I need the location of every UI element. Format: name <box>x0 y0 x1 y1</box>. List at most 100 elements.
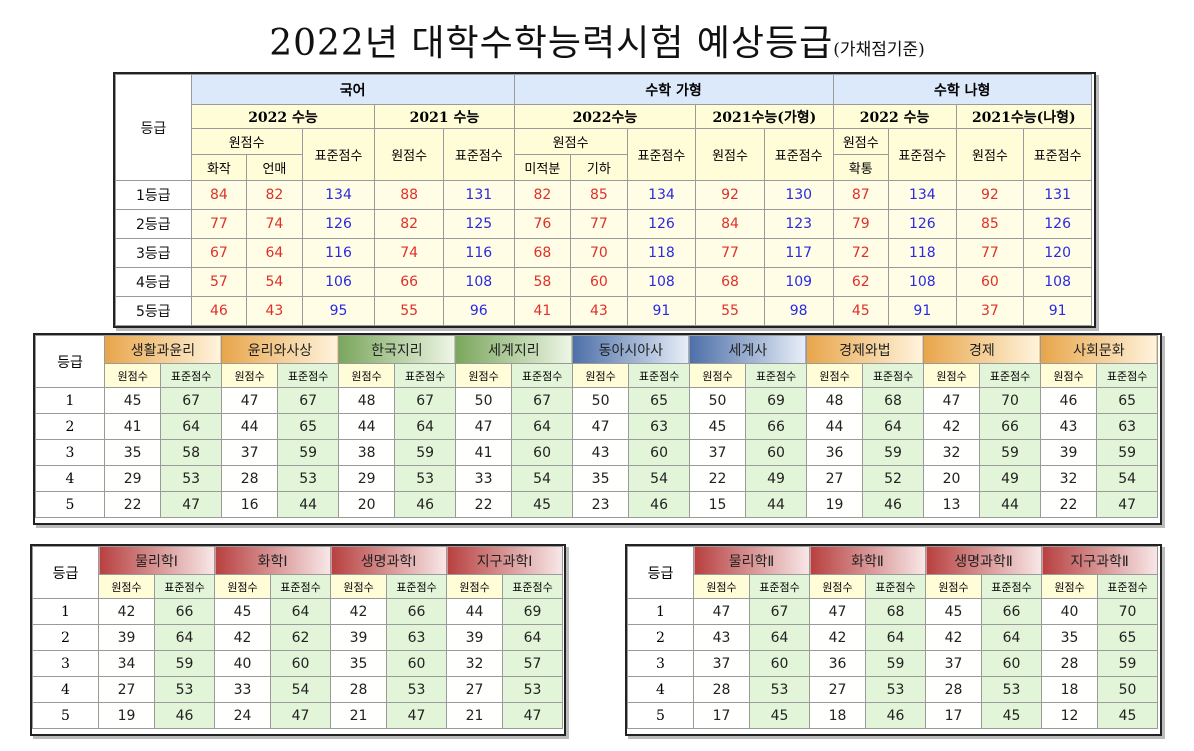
page-title: 2022년 대학수학능력시험 예상등급(가채점기준) <box>0 14 1194 66</box>
score-cell: 92 <box>955 180 1025 210</box>
table-row: 3 34 59 40 60 35 60 32 57 <box>32 650 564 677</box>
grade-label: 5등급 <box>115 296 192 326</box>
score-cell: 68 <box>862 387 924 414</box>
score-cell: 35 <box>1041 624 1099 651</box>
math-opt-calculus: 미적분 <box>513 154 572 181</box>
score-cell: 130 <box>763 180 834 210</box>
score-cell: 72 <box>832 238 890 268</box>
score-cell: 96 <box>442 296 515 326</box>
score-cell: 47 <box>386 702 448 729</box>
score-cell: 76 <box>513 209 572 239</box>
score-cell: 47 <box>160 491 222 518</box>
score-cell: 59 <box>862 439 924 466</box>
score-cell: 126 <box>888 209 957 239</box>
score-cell: 28 <box>925 676 982 703</box>
raw-score-header: 원점수 <box>454 363 513 388</box>
mathb-raw-header: 원점수 <box>832 128 890 155</box>
score-cell: 20 <box>337 491 396 518</box>
top-table-frame <box>113 72 1096 328</box>
subject-header: 경제와법 <box>805 335 924 364</box>
group-math-b: 수학 나형 <box>832 74 1093 105</box>
score-cell: 45 <box>511 491 573 518</box>
table-row: 4 29 53 28 53 29 53 33 54 35 54 22 49 27 52 20 49 32 54 <box>35 465 1158 492</box>
score-cell: 18 <box>1041 676 1099 703</box>
score-cell: 77 <box>190 209 248 239</box>
score-cell: 64 <box>394 413 456 440</box>
score-cell: 35 <box>571 465 630 492</box>
grade-label: 1 <box>627 598 694 625</box>
std-score-header: 표준점수 <box>394 363 456 388</box>
score-cell: 22 <box>1039 491 1098 518</box>
social-table-frame <box>33 333 1162 525</box>
score-cell: 88 <box>374 180 444 210</box>
std-score-header: 표준점수 <box>502 574 564 599</box>
group-math-a: 수학 가형 <box>513 74 834 105</box>
score-cell: 109 <box>763 267 834 297</box>
raw-score-header: 원점수 <box>571 363 630 388</box>
score-cell: 87 <box>832 180 890 210</box>
score-cell: 46 <box>394 491 456 518</box>
score-cell: 49 <box>979 465 1041 492</box>
grade-label: 3 <box>627 650 694 677</box>
score-cell: 58 <box>513 267 572 297</box>
score-cell: 131 <box>442 180 515 210</box>
score-cell: 32 <box>1039 465 1098 492</box>
std-score-header: 표준점수 <box>160 363 222 388</box>
score-cell: 47 <box>502 702 564 729</box>
raw-score-header: 원점수 <box>925 574 982 599</box>
score-cell: 35 <box>103 439 162 466</box>
score-cell: 44 <box>979 491 1041 518</box>
score-cell: 27 <box>809 676 866 703</box>
score-cell: 21 <box>446 702 504 729</box>
score-cell: 123 <box>763 209 834 239</box>
score-cell: 91 <box>888 296 957 326</box>
score-cell: 66 <box>979 413 1041 440</box>
score-cell: 59 <box>1097 650 1159 677</box>
score-cell: 44 <box>277 491 339 518</box>
math-opt-stats: 확통 <box>832 154 890 181</box>
grade-label: 2등급 <box>115 209 192 239</box>
subject-header: 동아시아사 <box>571 335 690 364</box>
score-cell: 44 <box>805 413 864 440</box>
score-cell: 63 <box>628 413 690 440</box>
score-cell: 62 <box>269 624 332 651</box>
score-cell: 118 <box>888 238 957 268</box>
score-cell: 38 <box>337 439 396 466</box>
raw-score-header: 원점수 <box>805 363 864 388</box>
std-score-header: 표준점수 <box>1096 363 1158 388</box>
score-cell: 50 <box>454 387 513 414</box>
grade-label: 4등급 <box>115 267 192 297</box>
score-cell: 41 <box>513 296 572 326</box>
score-cell: 53 <box>502 676 564 703</box>
sub-matha-2022: 2022수능 <box>513 104 697 129</box>
score-cell: 47 <box>571 413 630 440</box>
score-cell: 55 <box>374 296 444 326</box>
sci1-table-frame <box>30 544 566 736</box>
sub-kor-2022: 2022 수능 <box>190 104 376 129</box>
score-cell: 40 <box>214 650 271 677</box>
score-cell: 64 <box>862 413 924 440</box>
score-cell: 116 <box>301 238 376 268</box>
score-cell: 53 <box>749 676 810 703</box>
score-cell: 23 <box>571 491 630 518</box>
score-cell: 108 <box>626 267 697 297</box>
score-cell: 60 <box>980 650 1043 677</box>
group-korean: 국어 <box>190 74 515 105</box>
score-cell: 53 <box>154 676 215 703</box>
kor-std-header: 표준점수 <box>301 128 376 181</box>
score-cell: 28 <box>220 465 279 492</box>
grade-label: 4 <box>35 465 105 492</box>
score-cell: 134 <box>626 180 697 210</box>
score-cell: 74 <box>246 209 303 239</box>
score-cell: 70 <box>979 387 1041 414</box>
score-cell: 48 <box>805 387 864 414</box>
mathb21-std-header: 표준점수 <box>1023 128 1092 181</box>
score-cell: 46 <box>154 702 215 729</box>
std-score-header: 표준점수 <box>277 363 339 388</box>
score-cell: 62 <box>832 267 890 297</box>
subject-header: 생명과학Ⅰ <box>330 546 448 575</box>
score-cell: 12 <box>1041 702 1099 729</box>
grade-label: 5 <box>32 702 99 729</box>
score-cell: 35 <box>330 650 388 677</box>
score-cell: 43 <box>246 296 303 326</box>
